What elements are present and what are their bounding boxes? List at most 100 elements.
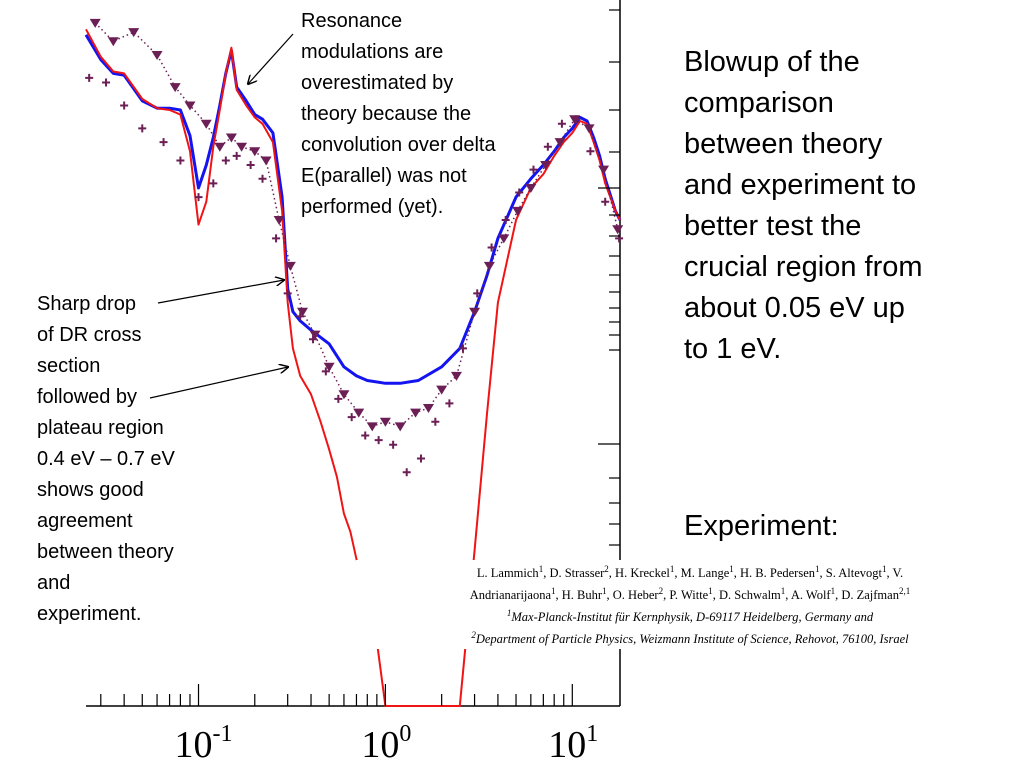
author1-affil-mark: 1 <box>882 564 887 574</box>
experiment-triangle-point <box>151 51 163 61</box>
author2-name-text: , D. Schwalm <box>712 588 781 603</box>
affiliation-1: 1Max-Planck-Institut für Kernphysik, D-6… <box>356 604 1024 626</box>
author2-name-text: , A. Wolf <box>785 588 831 603</box>
experiment-plus-point <box>209 179 218 188</box>
x-tick-label-exponent: -1 <box>213 721 233 747</box>
plateau-arrow <box>149 367 288 399</box>
experiment-plus-point <box>389 440 398 449</box>
experiment-plus-point <box>515 188 524 197</box>
experiment-plus-point <box>529 165 538 174</box>
author2-name-text: , H. Buhr <box>555 588 603 603</box>
author1-affil-mark: 1 <box>815 564 820 574</box>
experiment-plus-point <box>402 468 411 477</box>
x-tick-label-base: 10 <box>175 724 213 766</box>
experiment-plus-point <box>102 78 111 87</box>
x-tick-labels: 10-1 100 101 <box>175 721 599 766</box>
experiment-triangle-point <box>469 307 481 317</box>
experiment-triangle-point <box>353 408 365 418</box>
experiment-triangle-point <box>410 408 422 418</box>
experiment-triangle-point <box>338 390 350 400</box>
experiment-triangle-point <box>236 142 248 152</box>
experiment-plus-point <box>309 335 318 344</box>
experiment-triangle-point <box>540 161 552 171</box>
experiment-plus-point <box>85 73 94 82</box>
experiment-triangle-point <box>436 385 448 395</box>
author1-affil-mark: 1 <box>538 564 544 574</box>
experiment-plus-point <box>416 454 425 463</box>
axis-ticks <box>100 9 620 706</box>
experiment-triangle-point <box>214 142 226 152</box>
experiment-plus-point <box>120 101 129 110</box>
author1-name-text: L. Lammich <box>476 566 539 581</box>
experiment-triangle-point <box>483 261 495 271</box>
experiment-plus-point <box>445 399 454 408</box>
author2-affil-mark: 1 <box>830 586 836 597</box>
affiliation-1-mark: 1 <box>506 608 512 619</box>
x-tick-label: 100 <box>361 721 411 766</box>
plot-series <box>84 18 624 707</box>
experiment-triangle-point <box>184 101 196 111</box>
experiment-triangle-point <box>225 133 237 143</box>
experiment-triangle-point <box>169 83 181 93</box>
experiment-plus-point <box>272 234 281 243</box>
author2-name-text: , P. Witte <box>663 588 709 603</box>
author2-affil-mark: 2 <box>658 586 664 597</box>
experiment-plus-point <box>159 138 168 147</box>
experiment-plus-point <box>347 413 356 422</box>
experiment-plus-point <box>557 119 566 128</box>
experiment-plus-point <box>374 436 383 445</box>
experiment-plus-point <box>473 289 482 298</box>
author1-name-text: , V. <box>886 566 904 581</box>
author2-affil-mark: 1 <box>708 586 713 597</box>
x-tick-label-exponent: 1 <box>586 721 598 747</box>
theory-line-red <box>85 28 621 707</box>
experiment-plus-point <box>258 174 267 183</box>
experiment-reference: L. Lammich1, D. Strasser2, H. Kreckel1, … <box>356 560 1024 649</box>
experiment-plus-point <box>361 431 370 440</box>
sharp-drop-annotation: Sharp drop of DR cross section followed … <box>37 293 175 625</box>
experiment-triangle-point <box>598 165 610 175</box>
x-tick-label: 101 <box>548 721 598 766</box>
x-tick-label-base: 10 <box>548 724 586 766</box>
resonance-arrow <box>248 33 294 84</box>
author2-affil-mark: 1 <box>780 586 786 597</box>
blowup-description: Blowup of the comparison between theory … <box>684 46 923 365</box>
author2-name-text: Andrianarijaona <box>469 588 551 603</box>
experiment-plus-point <box>221 156 230 165</box>
experiment-heading: Experiment: <box>684 510 839 542</box>
x-tick-label-exponent: 0 <box>399 721 411 747</box>
affiliation-1-text: Max-Planck-Institut für Kernphysik, D-69… <box>511 610 874 625</box>
author2-affil-mark: 1 <box>551 586 556 597</box>
experiment-triangle-point <box>323 362 335 372</box>
experiment-plus-point <box>334 394 343 403</box>
author2-affil-mark: 1 <box>602 586 607 597</box>
author1-affil-mark: 1 <box>669 564 675 574</box>
drop-arrow <box>157 280 284 304</box>
experiment-triangle-point <box>394 422 406 432</box>
experiment-triangle-point <box>583 124 595 134</box>
experiment-triangle-point <box>498 234 510 244</box>
experiment-plus-point <box>586 147 595 156</box>
experiment-triangle-point <box>309 330 321 340</box>
experiment-triangle-point <box>296 307 308 317</box>
experiment-plus-point <box>543 142 552 151</box>
experiment-triangle-point <box>450 371 462 381</box>
experiment-plus-point <box>487 243 496 252</box>
resonance-annotation: Resonance modulations are overestimated … <box>301 10 496 218</box>
experiment-plus-point <box>138 124 147 133</box>
experiment-plus-point <box>194 193 203 202</box>
author-line-1: L. Lammich1, D. Strasser2, H. Kreckel1, … <box>356 560 1024 582</box>
experiment-plus-point <box>601 197 610 206</box>
experiment-triangle-point <box>284 261 296 271</box>
author2-name-text: , D. Zajfman <box>835 588 899 603</box>
author1-name-text: , H. B. Pedersen <box>733 566 815 581</box>
experiment-triangle-point <box>379 417 391 427</box>
experiment-triangle-point <box>612 225 624 235</box>
author1-affil-mark: 1 <box>729 564 734 574</box>
author2-name-text: , O. Heber <box>606 588 659 603</box>
author1-name-text: , M. Lange <box>674 566 730 581</box>
experiment-plus-point <box>296 312 305 321</box>
experiment-triangle-point <box>525 183 537 193</box>
author1-affil-mark: 2 <box>604 564 609 574</box>
